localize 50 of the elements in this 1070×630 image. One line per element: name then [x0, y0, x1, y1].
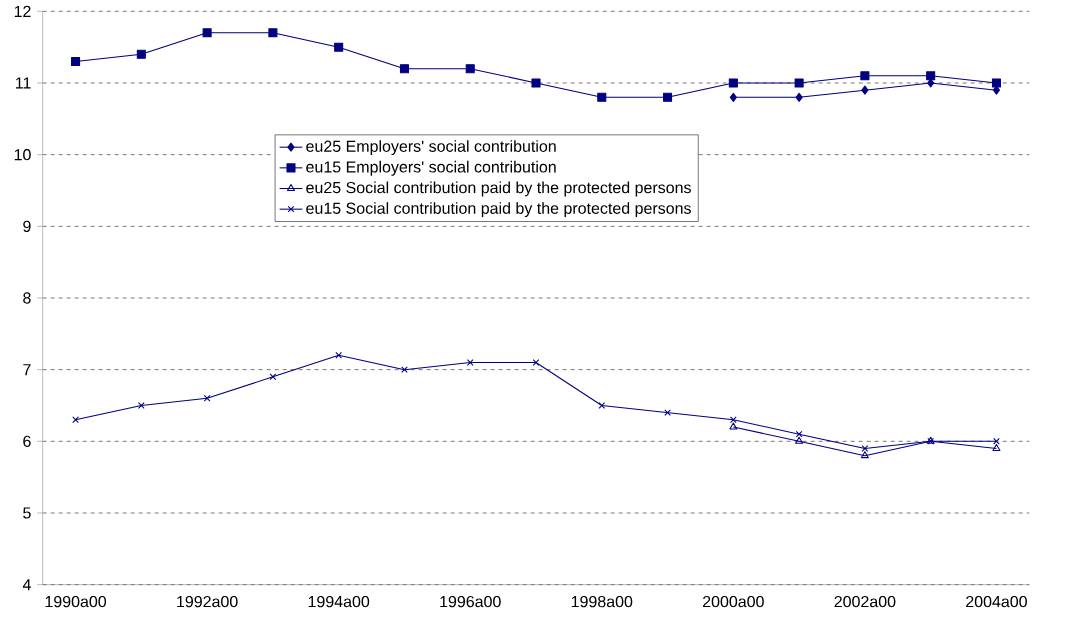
point	[465, 64, 475, 74]
point	[597, 92, 607, 102]
x-tick-label: 1998a00	[571, 595, 633, 608]
y-tick-label: 12	[14, 5, 31, 17]
y-tick-label: 8	[23, 292, 31, 304]
point	[861, 85, 869, 95]
y-tick-label: 4	[22, 579, 31, 591]
x-tick-label: 2002a00	[834, 595, 896, 608]
point	[269, 373, 277, 381]
point	[335, 351, 343, 359]
x-tick-label: 1992a00	[177, 595, 238, 608]
point	[926, 71, 936, 81]
point	[399, 64, 409, 74]
point	[860, 71, 870, 81]
legend-label: eu15 Employers' social contribution	[306, 160, 556, 176]
y-tick-label: 5	[23, 507, 31, 519]
point	[202, 28, 212, 38]
point	[71, 56, 81, 67]
point	[795, 92, 803, 102]
point	[532, 359, 540, 366]
point	[729, 92, 737, 102]
point	[927, 78, 935, 88]
point	[137, 402, 145, 409]
x-tick-label: 1996a00	[440, 595, 501, 608]
point	[401, 366, 408, 374]
y-tick-label: 10	[14, 149, 31, 161]
legend-label: eu25 Employers' social contribution	[306, 140, 556, 156]
point	[728, 78, 738, 88]
point	[664, 409, 671, 417]
point	[663, 92, 673, 102]
y-tick-label: 11	[15, 77, 31, 89]
point	[268, 28, 278, 38]
point	[72, 416, 79, 424]
point	[531, 78, 541, 88]
legend-label: eu15 Social contribution paid by the protected persons	[306, 202, 691, 218]
x-tick-label: 1990a00	[45, 595, 107, 608]
point	[334, 42, 344, 52]
y-tick-label: 7	[23, 364, 31, 376]
point	[991, 78, 1001, 88]
x-tick-label: 1994a00	[308, 595, 370, 608]
point	[794, 78, 804, 88]
point	[466, 359, 474, 366]
point	[136, 49, 146, 59]
y-tick-label: 9	[23, 220, 31, 232]
point	[203, 394, 211, 402]
point	[598, 402, 606, 409]
x-tick-label: 2000a00	[702, 595, 764, 608]
x-tick-label: 2004a00	[966, 595, 1027, 608]
legend-label: eu25 Social contribution paid by the protected persons	[306, 181, 691, 197]
y-tick-label: 6	[23, 435, 31, 447]
